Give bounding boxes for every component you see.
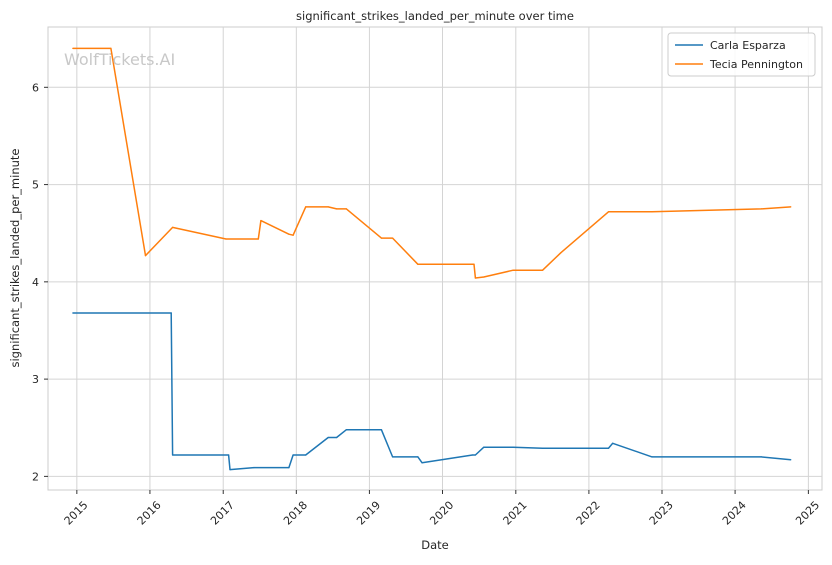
legend-label-tecia-pennington: Tecia Pennington [709, 58, 803, 71]
data-point-tecia-pennington [607, 211, 610, 213]
data-point-carla-esparza [474, 454, 476, 456]
data-point-tecia-pennington [560, 252, 562, 254]
watermark: WolfTickets.AI [64, 50, 175, 69]
plot-area [47, 26, 823, 491]
x-tick-label-2022: 2022 [574, 499, 603, 528]
x-tick-label-2018: 2018 [281, 499, 310, 528]
data-point-carla-esparza [336, 436, 338, 439]
data-point-tecia-pennington [760, 208, 762, 210]
data-point-carla-esparza [483, 446, 485, 448]
data-point-tecia-pennington [380, 237, 382, 239]
data-point-carla-esparza [172, 454, 174, 456]
chart-title: significant_strikes_landed_per_minute ov… [296, 9, 574, 23]
x-axis-ticks: 2015 2016 2017 2018 2019 2020 2021 2022 2023 2024… [62, 490, 822, 528]
x-tick-label-2021: 2021 [501, 499, 530, 528]
data-point-carla-esparza [170, 312, 172, 314]
data-point-carla-esparza [392, 456, 394, 458]
x-tick-label-2024: 2024 [720, 499, 749, 528]
data-point-carla-esparza [790, 459, 792, 461]
data-point-tecia-pennington [473, 263, 475, 265]
data-point-tecia-pennington [483, 276, 485, 278]
data-point-tecia-pennington [542, 269, 544, 271]
data-point-tecia-pennington [72, 47, 74, 50]
data-point-tecia-pennington [305, 206, 307, 208]
y-tick-label-5: 5 [32, 179, 39, 192]
data-point-carla-esparza [345, 429, 347, 431]
data-point-carla-esparza [607, 447, 610, 449]
data-point-tecia-pennington [345, 208, 347, 210]
x-tick-label-2023: 2023 [647, 499, 676, 528]
y-tick-label-2: 2 [32, 470, 39, 483]
data-point-carla-esparza [253, 467, 255, 469]
grid-lines [48, 27, 822, 490]
y-tick-label-3: 3 [32, 373, 39, 386]
data-point-tecia-pennington [790, 206, 792, 208]
data-point-carla-esparza [305, 454, 307, 456]
x-tick-label-2020: 2020 [427, 499, 456, 528]
data-point-carla-esparza [760, 456, 762, 458]
data-point-tecia-pennington [144, 255, 147, 257]
data-point-carla-esparza [471, 454, 474, 456]
data-point-tecia-pennington [292, 234, 294, 236]
y-axis-label: significant_strikes_landed_per_minute [8, 149, 22, 368]
data-point-tecia-pennington [288, 233, 290, 235]
legend-box [667, 32, 816, 77]
data-point-carla-esparza [421, 462, 423, 464]
series-line-tecia-pennington [72, 47, 791, 279]
data-point-carla-esparza [229, 469, 231, 471]
data-point-tecia-pennington [257, 238, 259, 240]
data-point-tecia-pennington [336, 208, 338, 210]
x-axis-label: Date [421, 538, 449, 552]
x-tick-label-2015: 2015 [62, 499, 91, 528]
data-point-carla-esparza [651, 456, 653, 458]
data-point-carla-esparza [292, 454, 294, 456]
legend: Carla Esparza Tecia Pennington [667, 32, 816, 77]
y-tick-label-4: 4 [32, 276, 39, 289]
x-tick-label-2016: 2016 [135, 499, 164, 528]
data-point-tecia-pennington [260, 220, 262, 222]
y-axis-ticks: 2 3 4 5 6 [32, 81, 48, 483]
x-tick-label-2025: 2025 [793, 499, 822, 528]
data-point-carla-esparza [72, 312, 74, 314]
data-point-carla-esparza [380, 429, 382, 431]
data-point-carla-esparza [542, 447, 544, 449]
data-point-carla-esparza [327, 436, 329, 439]
series-line-carla-esparza [72, 312, 791, 471]
data-point-tecia-pennington [512, 269, 514, 271]
data-point-tecia-pennington [474, 277, 476, 279]
data-point-tecia-pennington [417, 263, 419, 265]
x-tick-label-2019: 2019 [354, 499, 383, 528]
data-point-carla-esparza [228, 454, 230, 456]
y-tick-label-6: 6 [32, 81, 39, 94]
data-point-tecia-pennington [392, 237, 394, 239]
data-point-carla-esparza [612, 442, 614, 444]
data-point-tecia-pennington [327, 206, 329, 208]
data-point-carla-esparza [512, 446, 514, 448]
data-point-tecia-pennington [110, 47, 112, 50]
series-lines [72, 47, 792, 471]
x-tick-label-2017: 2017 [208, 499, 237, 528]
data-point-carla-esparza [288, 467, 290, 469]
data-point-tecia-pennington [172, 226, 174, 228]
data-point-carla-esparza [417, 456, 419, 458]
data-point-tecia-pennington [651, 211, 653, 213]
legend-label-carla-esparza: Carla Esparza [710, 39, 786, 52]
data-point-tecia-pennington [225, 238, 227, 240]
